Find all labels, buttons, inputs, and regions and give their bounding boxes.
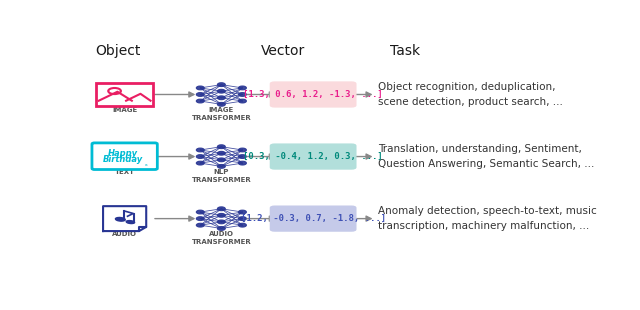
Text: Birthday: Birthday [103, 155, 143, 164]
Text: NLP
TRANSFORMER: NLP TRANSFORMER [191, 169, 252, 183]
FancyBboxPatch shape [92, 143, 157, 170]
FancyBboxPatch shape [269, 144, 356, 170]
Circle shape [239, 217, 246, 220]
Circle shape [218, 96, 225, 100]
Circle shape [239, 93, 246, 96]
FancyBboxPatch shape [96, 83, 154, 106]
Circle shape [239, 223, 246, 227]
Text: Anomaly detection, speech-to-text, music
transcription, machinery malfunction, .: Anomaly detection, speech-to-text, music… [378, 206, 596, 231]
Circle shape [239, 161, 246, 165]
Ellipse shape [115, 218, 125, 221]
FancyBboxPatch shape [269, 81, 356, 108]
Circle shape [218, 227, 225, 230]
Text: Object recognition, deduplication,
scene detection, product search, ...: Object recognition, deduplication, scene… [378, 82, 563, 107]
Circle shape [196, 217, 204, 220]
Circle shape [196, 93, 204, 96]
Circle shape [239, 99, 246, 103]
Circle shape [196, 99, 204, 103]
Text: Vector: Vector [261, 44, 305, 58]
Circle shape [218, 207, 225, 211]
Text: Translation, understanding, Sentiment,
Question Answering, Semantic Search, ...: Translation, understanding, Sentiment, Q… [378, 144, 594, 169]
Circle shape [218, 83, 225, 86]
Text: Happy: Happy [108, 148, 138, 157]
Text: Task: Task [390, 44, 420, 58]
Circle shape [218, 158, 225, 162]
Text: TEXT: TEXT [115, 169, 134, 175]
Text: [1.2, -0.3, 0.7, -1.8, ...]: [1.2, -0.3, 0.7, -1.8, ...] [241, 214, 386, 223]
Circle shape [196, 210, 204, 214]
Circle shape [196, 161, 204, 165]
Circle shape [218, 213, 225, 217]
Circle shape [218, 89, 225, 93]
Circle shape [196, 155, 204, 158]
Text: IMAGE: IMAGE [112, 107, 137, 113]
Circle shape [239, 155, 246, 158]
Text: [0.3, -0.4, 1.2, 0.3, ...]: [0.3, -0.4, 1.2, 0.3, ...] [243, 152, 383, 161]
Circle shape [218, 165, 225, 168]
FancyBboxPatch shape [269, 206, 356, 232]
Text: AUDIO
TRANSFORMER: AUDIO TRANSFORMER [191, 231, 252, 245]
Text: IMAGE
TRANSFORMER: IMAGE TRANSFORMER [191, 107, 252, 121]
Text: Object: Object [95, 44, 140, 58]
Circle shape [218, 151, 225, 155]
Text: [1.3, 0.6, 1.2, -1.3, ...]: [1.3, 0.6, 1.2, -1.3, ...] [243, 90, 383, 99]
Circle shape [239, 148, 246, 152]
Polygon shape [103, 206, 146, 231]
Circle shape [239, 210, 246, 214]
Text: ₐ: ₐ [145, 161, 148, 167]
Circle shape [196, 148, 204, 152]
Circle shape [218, 102, 225, 106]
Text: AUDIO: AUDIO [112, 231, 137, 237]
Circle shape [218, 220, 225, 224]
Circle shape [218, 145, 225, 148]
Circle shape [196, 86, 204, 90]
Circle shape [239, 86, 246, 90]
Circle shape [196, 223, 204, 227]
Ellipse shape [126, 221, 134, 224]
